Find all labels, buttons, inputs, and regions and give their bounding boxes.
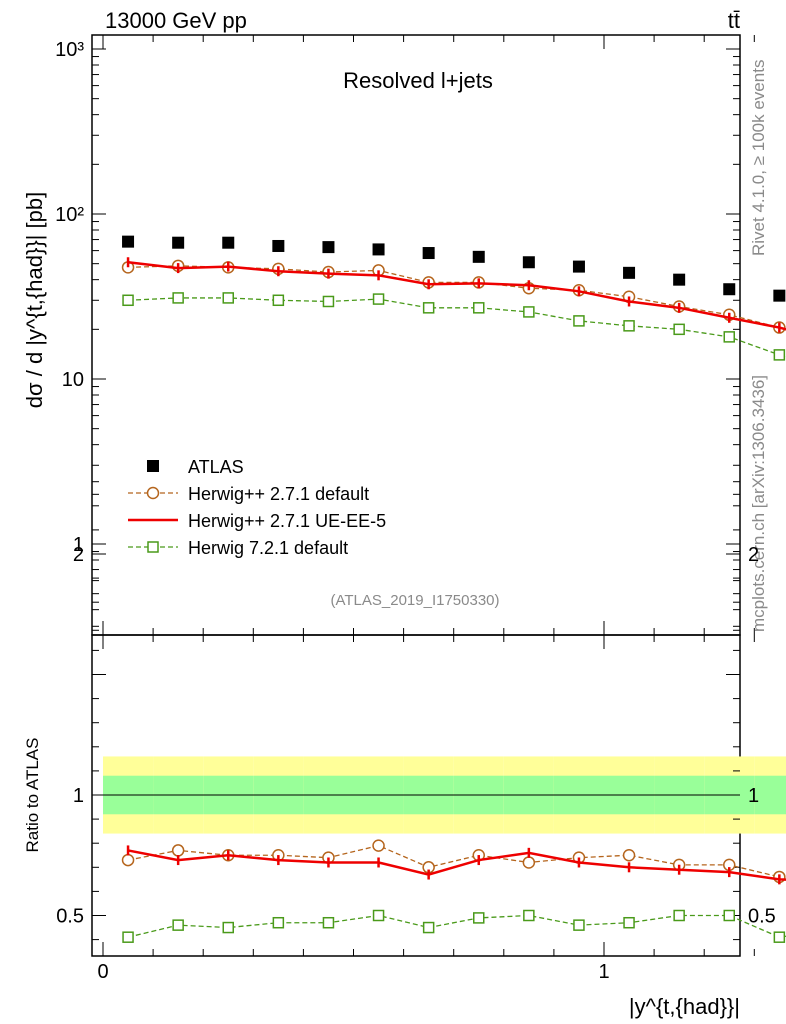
ratio-y-tick-label: 1 — [73, 785, 84, 807]
ratio-y-tick-label-right: 1 — [748, 785, 759, 807]
legend-marker — [146, 486, 160, 500]
ratio-y-tick-label: 2 — [73, 544, 84, 566]
main-point-atlas — [773, 289, 786, 302]
ratio-point-herwig-7-2-1-default — [623, 916, 635, 929]
main-point-herwig-7-2-1-default — [623, 320, 635, 332]
main-point-atlas — [172, 236, 185, 249]
legend-marker-atlas — [147, 460, 159, 472]
ratio-uncertainty-bands — [92, 756, 786, 834]
x-tick-label: 0 — [97, 961, 108, 983]
beam-label: 13000 GeV pp — [105, 8, 247, 33]
ratio-series-layer — [121, 839, 786, 943]
ratio-point-herwig-2-7-1-default — [121, 853, 135, 867]
ratio-point-herwig-2-7-1-default — [622, 849, 636, 862]
x-axis-label: |y^{t,{had}}| — [629, 994, 740, 1019]
ratio-y-tick-label-right: 2 — [748, 544, 759, 566]
main-point-herwig-7-2-1-default — [372, 293, 385, 305]
main-y-axis-label: dσ / d |y^{t,{had}}| [pb] — [22, 192, 47, 408]
main-y-tick-label: 10² — [55, 204, 84, 226]
ratio-point-herwig-2-7-1-default — [171, 844, 185, 857]
plot-title: Resolved l+jets — [343, 68, 493, 93]
main-y-tick-label: 10³ — [55, 39, 84, 61]
main-point-herwig-7-2-1-default — [422, 302, 435, 314]
analysis-id: (ATLAS_2019_I1750330) — [330, 592, 499, 609]
ratio-point-herwig-7-2-1-default — [172, 919, 184, 931]
process-label: tt̄ — [728, 8, 740, 33]
ratio-point-herwig-7-2-1-default — [473, 912, 485, 924]
ratio-line-herwig-2-7-1-ue-ee-5 — [127, 849, 786, 881]
ratio-line-herwig-7-2-1-default — [127, 914, 786, 938]
legend-label: Herwig++ 2.7.1 default — [188, 484, 369, 504]
main-point-atlas — [522, 256, 535, 269]
ratio-point-herwig-7-2-1-default — [673, 909, 685, 922]
main-point-atlas — [122, 235, 135, 248]
main-point-atlas — [372, 243, 385, 256]
main-point-herwig-7-2-1-default — [473, 302, 485, 314]
legend-label: Herwig++ 2.7.1 UE-EE-5 — [188, 511, 386, 531]
main-point-herwig-7-2-1-default — [723, 331, 735, 343]
ratio-point-herwig-7-2-1-default — [322, 916, 335, 929]
main-point-herwig-7-2-1-default — [272, 294, 285, 307]
ratio-band-green — [754, 775, 786, 815]
main-point-atlas — [673, 273, 686, 286]
ratio-point-herwig-7-2-1-default — [222, 921, 234, 934]
ratio-point-herwig-2-7-1-default — [372, 839, 385, 852]
main-point-herwig-7-2-1-default — [673, 323, 685, 336]
main-point-atlas — [623, 266, 636, 279]
main-point-herwig-7-2-1-default — [222, 292, 234, 304]
main-point-atlas — [472, 250, 485, 263]
ratio-y-axis-label: Ratio to ATLAS — [23, 738, 42, 853]
x-tick-label: 1 — [598, 961, 609, 983]
ratio-point-herwig-7-2-1-default — [723, 909, 735, 922]
main-point-atlas — [222, 236, 235, 249]
main-y-tick-label: 10 — [62, 369, 84, 391]
main-line-herwig-2-7-1-ue-ee-5 — [127, 261, 786, 331]
main-point-herwig-7-2-1-default — [523, 306, 535, 318]
ratio-y-tick-label: 0.5 — [56, 906, 84, 928]
ratio-point-herwig-7-2-1-default — [272, 916, 285, 929]
ratio-y-tick-label-right: 0.5 — [748, 906, 776, 928]
main-point-herwig-7-2-1-default — [322, 295, 335, 308]
mcplots-label: mcplots.cern.ch [arXiv:1306.3436] — [749, 375, 768, 632]
ratio-point-herwig-7-2-1-default — [372, 909, 385, 922]
main-point-atlas — [572, 260, 585, 273]
legend: ATLAS Herwig++ 2.7.1 default Herwig++ 2.7.… — [128, 457, 386, 558]
ratio-point-herwig-7-2-1-default — [573, 919, 585, 931]
legend-marker — [147, 541, 159, 553]
main-point-atlas — [422, 247, 435, 260]
main-series-layer — [121, 235, 786, 361]
main-point-atlas — [272, 239, 285, 252]
main-point-herwig-7-2-1-default — [122, 294, 134, 307]
main-y-tick-label: 1 — [73, 534, 84, 556]
legend-label: ATLAS — [188, 457, 244, 477]
legend-label: Herwig 7.2.1 default — [188, 538, 348, 558]
ratio-point-herwig-2-7-1-default — [522, 856, 536, 869]
ratio-point-herwig-7-2-1-default — [773, 931, 786, 943]
main-point-herwig-7-2-1-default — [773, 349, 786, 361]
main-point-atlas — [723, 283, 736, 296]
ratio-point-herwig-7-2-1-default — [122, 931, 134, 943]
main-point-atlas — [322, 241, 335, 254]
ratio-point-herwig-7-2-1-default — [523, 909, 535, 922]
main-point-herwig-7-2-1-default — [172, 292, 184, 304]
rivet-version-label: Rivet 4.1.0, ≥ 100k events — [749, 60, 768, 256]
ratio-point-herwig-7-2-1-default — [422, 921, 435, 934]
main-point-herwig-7-2-1-default — [573, 315, 585, 327]
